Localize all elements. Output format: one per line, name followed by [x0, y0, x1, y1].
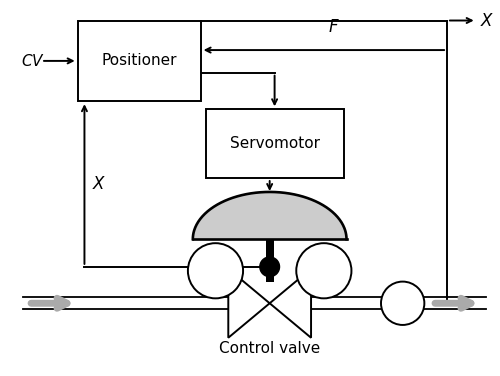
Text: Positioner: Positioner	[102, 53, 177, 68]
Circle shape	[260, 257, 280, 277]
Text: Servomotor: Servomotor	[230, 136, 320, 151]
Bar	[266, 239, 274, 267]
Polygon shape	[228, 269, 270, 338]
Bar	[266, 261, 274, 282]
Circle shape	[296, 243, 352, 298]
Text: $X$: $X$	[480, 12, 494, 29]
Bar	[78, 21, 200, 101]
Circle shape	[188, 243, 243, 298]
Bar	[206, 109, 344, 178]
Text: $P_2$: $P_2$	[314, 265, 330, 281]
Text: $CV$: $CV$	[22, 53, 46, 69]
Text: $F$: $F$	[398, 297, 407, 311]
Polygon shape	[193, 192, 346, 239]
Text: $P_1$: $P_1$	[206, 265, 222, 281]
Text: $F$: $F$	[328, 18, 340, 36]
Polygon shape	[270, 269, 311, 338]
Text: Control valve: Control valve	[219, 341, 320, 356]
Circle shape	[381, 282, 424, 325]
Text: $X$: $X$	[92, 175, 106, 193]
